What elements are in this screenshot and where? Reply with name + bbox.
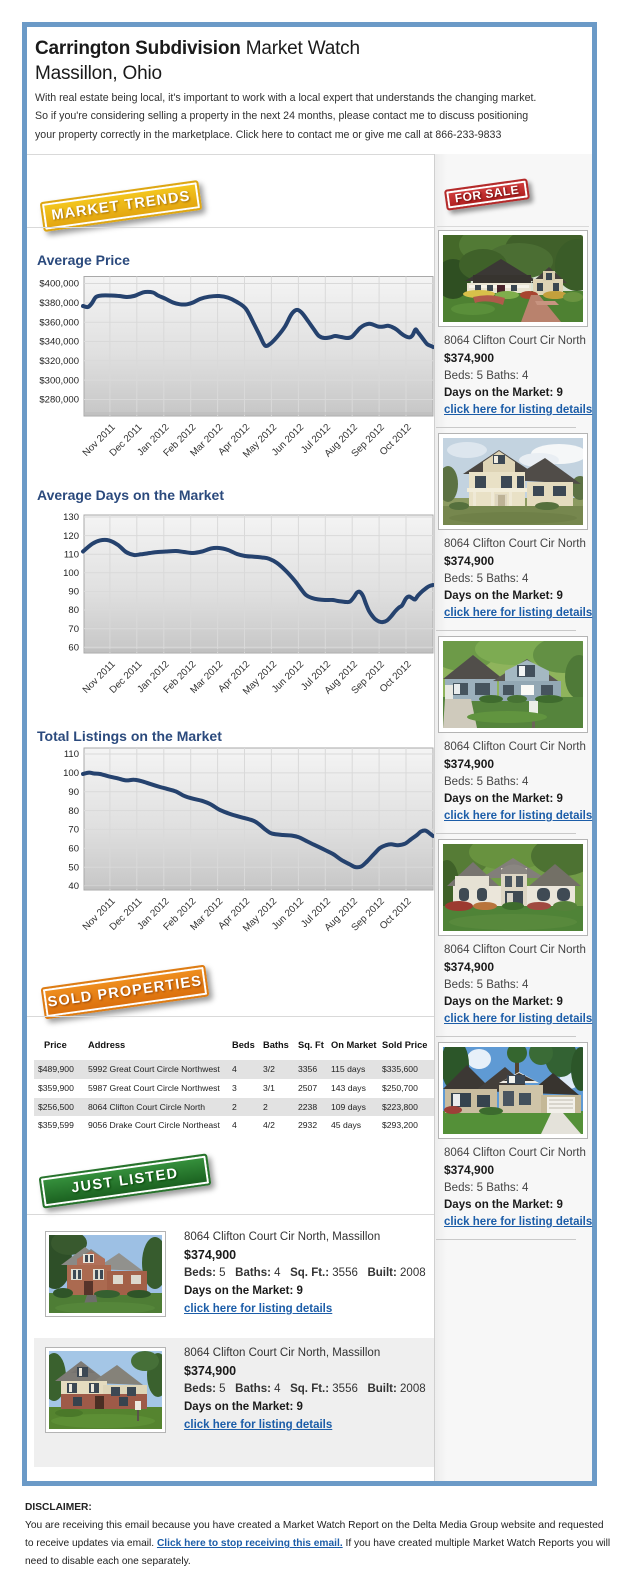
svg-text:50: 50 <box>68 862 79 873</box>
svg-text:$320,000: $320,000 <box>39 356 79 367</box>
svg-text:100: 100 <box>63 568 79 579</box>
svg-text:$400,000: $400,000 <box>39 279 79 290</box>
svg-text:60: 60 <box>68 844 79 855</box>
svg-text:$360,000: $360,000 <box>39 317 79 328</box>
svg-text:110: 110 <box>64 749 79 760</box>
svg-text:70: 70 <box>68 825 79 836</box>
svg-text:$280,000: $280,000 <box>39 395 79 406</box>
svg-text:80: 80 <box>68 605 79 616</box>
svg-text:$300,000: $300,000 <box>39 375 79 386</box>
svg-text:90: 90 <box>68 587 79 598</box>
svg-text:110: 110 <box>64 549 79 560</box>
svg-text:$340,000: $340,000 <box>39 337 79 348</box>
svg-text:120: 120 <box>63 531 79 542</box>
svg-text:$380,000: $380,000 <box>39 298 79 309</box>
svg-text:70: 70 <box>68 624 79 635</box>
svg-text:60: 60 <box>68 642 79 653</box>
svg-text:90: 90 <box>68 787 79 798</box>
svg-text:130: 130 <box>63 512 79 523</box>
svg-text:100: 100 <box>63 768 79 779</box>
svg-text:40: 40 <box>68 881 79 892</box>
svg-text:80: 80 <box>68 806 79 817</box>
